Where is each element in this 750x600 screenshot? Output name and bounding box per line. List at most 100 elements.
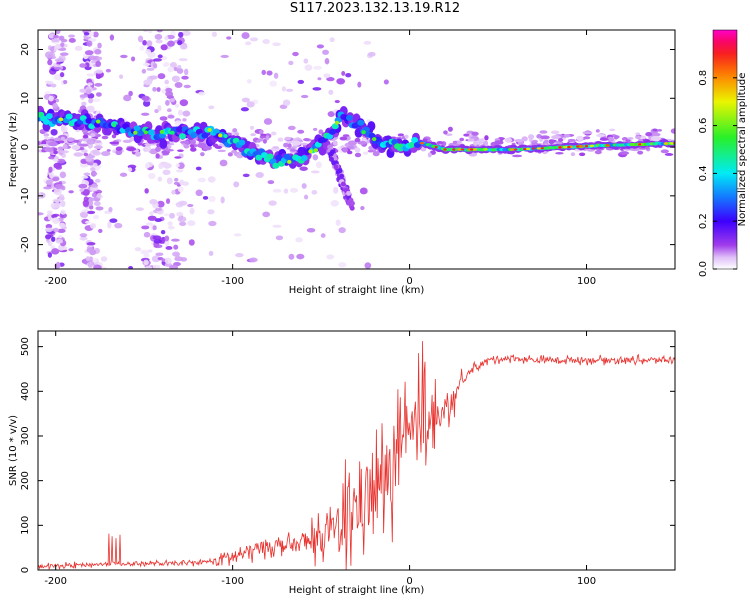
- heatmap-speckle: [187, 220, 196, 227]
- figure-title: S117.2023.132.13.19.R12: [289, 1, 461, 16]
- heatmap-hotspot: [456, 148, 462, 151]
- heatmap-noise: [650, 132, 661, 137]
- heatmap-speckle: [86, 73, 95, 77]
- heatmap-noise: [657, 128, 662, 132]
- heatmap-noise: [297, 129, 305, 134]
- heatmap-noise: [318, 129, 324, 135]
- heatmap-core: [85, 117, 93, 124]
- heatmap-hotspot: [111, 123, 117, 128]
- heatmap-noise: [57, 146, 64, 150]
- heatmap-noise: [670, 128, 675, 134]
- heatmap-speckle: [164, 239, 170, 246]
- heatmap-noise: [135, 151, 141, 157]
- heatmap-speckle: [285, 88, 294, 92]
- heatmap-speckle: [128, 266, 133, 269]
- heatmap-hotspot: [223, 134, 228, 139]
- heatmap-speckle: [98, 228, 103, 233]
- heatmap-speckle: [43, 186, 52, 190]
- heatmap-speckle: [52, 102, 58, 109]
- heatmap-noise: [291, 140, 301, 146]
- heatmap-speckle: [173, 67, 178, 72]
- heatmap-speckle: [162, 169, 171, 176]
- heatmap-noise: [357, 141, 367, 145]
- heatmap-speckle: [139, 45, 145, 51]
- y-tick-label: 400: [20, 382, 31, 401]
- heatmap-hotspot: [419, 141, 425, 145]
- heatmap-speckle: [105, 68, 111, 73]
- heatmap-speckle: [50, 128, 58, 136]
- heatmap-speckle: [147, 215, 157, 221]
- heatmap-speckle: [153, 239, 163, 244]
- heatmap-speckle: [310, 170, 320, 174]
- heatmap-speckle: [48, 166, 53, 173]
- heatmap-speckle: [93, 201, 101, 207]
- heatmap-speckle: [59, 72, 65, 78]
- heatmap-speckle: [52, 176, 60, 182]
- heatmap-branch: [339, 173, 345, 179]
- heatmap-noise: [232, 128, 238, 133]
- heatmap-speckle: [108, 206, 113, 213]
- heatmap-speckle: [171, 238, 180, 242]
- heatmap-noise: [284, 136, 292, 141]
- heatmap-speckle: [283, 188, 289, 194]
- heatmap-speckle: [166, 108, 172, 113]
- heatmap-speckle: [84, 62, 90, 69]
- heatmap-noise: [471, 131, 479, 136]
- heatmap-core: [201, 132, 209, 139]
- heatmap-speckle: [244, 41, 252, 46]
- heatmap-speckle: [296, 253, 305, 260]
- heatmap-speckle: [180, 43, 188, 50]
- heatmap-noise: [101, 151, 111, 157]
- heatmap-noise: [404, 134, 409, 139]
- y-tick-label: -10: [20, 188, 31, 204]
- heatmap-speckle: [177, 40, 183, 46]
- heatmap-area: [38, 30, 675, 269]
- heatmap-core: [147, 129, 155, 136]
- heatmap-speckle: [127, 167, 133, 172]
- heatmap-speckle: [92, 162, 98, 167]
- heatmap-speckle: [272, 42, 281, 47]
- heatmap-speckle: [281, 86, 286, 92]
- heatmap-speckle: [147, 172, 156, 180]
- heatmap-speckle: [328, 89, 334, 95]
- heatmap-speckle: [159, 116, 168, 121]
- heatmap-noise: [512, 154, 523, 158]
- snr-frame: [37, 330, 676, 571]
- heatmap-noise: [86, 155, 96, 159]
- heatmap-speckle: [262, 211, 271, 218]
- heatmap-speckle: [183, 68, 189, 76]
- heatmap-speckle: [141, 112, 150, 116]
- heatmap-branch: [340, 181, 346, 187]
- heatmap-speckle: [283, 142, 289, 148]
- heatmap-noise: [44, 135, 49, 139]
- heatmap-speckle: [123, 94, 132, 102]
- heatmap-speckle: [156, 87, 161, 92]
- y-tick-label: 0: [20, 567, 31, 573]
- heatmap-speckle: [44, 51, 54, 59]
- heatmap-speckle: [249, 37, 259, 42]
- heatmap-peak: [638, 143, 642, 146]
- heatmap-speckle: [141, 68, 147, 74]
- heatmap-speckle: [47, 59, 53, 66]
- heatmap-speckle: [156, 30, 163, 33]
- heatmap-noise: [256, 139, 261, 143]
- colorbar-tick-label: 0.6: [698, 118, 709, 134]
- heatmap-noise: [594, 150, 602, 155]
- heatmap-core: [65, 113, 73, 120]
- heatmap-hotspot: [334, 120, 340, 125]
- heatmap-noise: [583, 136, 591, 140]
- heatmap-speckle: [241, 97, 250, 103]
- heatmap-speckle: [246, 79, 252, 84]
- heatmap-noise: [596, 133, 606, 137]
- snr-line: [38, 341, 675, 570]
- heatmap-speckle: [329, 37, 335, 43]
- heatmap-speckle: [171, 189, 176, 195]
- heatmap-speckle: [267, 180, 275, 185]
- heatmap-peak: [576, 145, 580, 148]
- heatmap-speckle: [295, 237, 303, 243]
- heatmap-noise: [43, 133, 50, 137]
- heatmap-noise: [467, 138, 475, 142]
- heatmap-speckle: [86, 247, 95, 253]
- heatmap-speckle: [90, 223, 96, 229]
- heatmap-noise: [90, 133, 96, 138]
